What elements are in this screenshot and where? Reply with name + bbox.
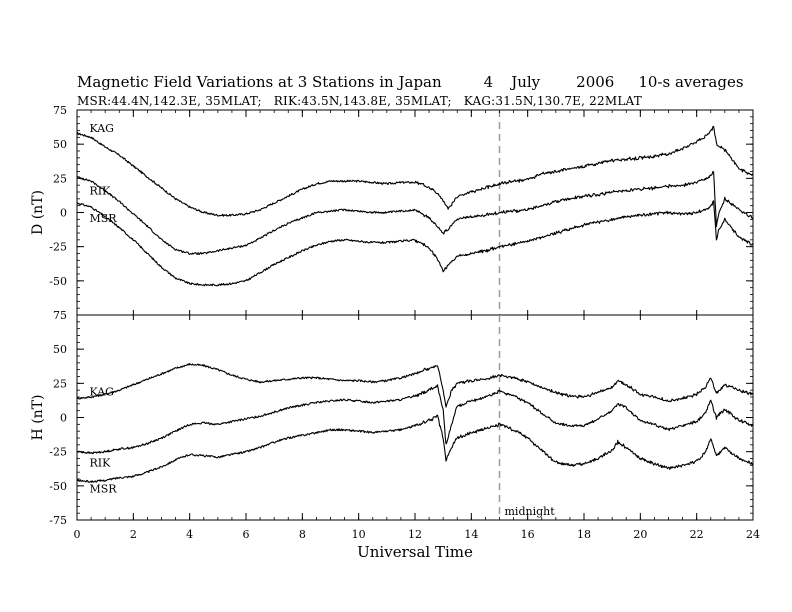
chart-title-line: Magnetic Field Variations at 3 Stations … [77,73,744,91]
y-tick-label: 0 [60,412,67,425]
x-tick-label: 6 [243,528,250,541]
x-tick-label: 24 [746,528,760,541]
x-tick-label: 12 [408,528,422,541]
series-label-kag: KAG [89,386,114,399]
x-tick-label: 10 [352,528,366,541]
chart-date-year: 2006 [576,73,615,91]
x-tick-label: 0 [74,528,81,541]
y-tick-label: 75 [53,104,67,117]
midnight-label: midnight [505,505,556,518]
x-tick-label: 16 [521,528,535,541]
panels-group: 75 50 25 0 -25 -50 D (nT) KAG RIK MSR 75 50 25 0 -25 -5… [30,104,754,527]
y-tick-label: -75 [49,514,67,527]
panel-frame [76,109,754,316]
series-label-rik: RIK [89,457,111,470]
x-tick-label: 4 [186,528,193,541]
y-axis-label: D (nT) [30,190,46,235]
series-label-msr: MSR [89,483,117,496]
y-tick-label: 25 [53,172,67,185]
series-line-rik [76,384,754,455]
x-tick-label: 14 [464,528,478,541]
chart-subtitle: MSR:44.4N,142.3E, 35MLAT; RIK:43.5N,143.… [77,94,642,108]
x-tick-label: 20 [633,528,647,541]
x-tick-label: 22 [690,528,704,541]
series-label-rik: RIK [89,185,111,198]
panel-frame [76,314,754,521]
x-tick-label: 2 [130,528,137,541]
chart-averaging: 10-s averages [638,73,744,91]
y-tick-label: 50 [53,138,67,151]
y-tick-label: 25 [53,377,67,390]
chart-date-month: July [511,73,541,91]
y-tick-label: -50 [49,275,67,288]
y-tick-label: -25 [49,241,67,254]
panel-d: 75 50 25 0 -25 -50 D (nT) KAG RIK MSR [30,104,754,316]
chart-title: Magnetic Field Variations at 3 Stations … [77,73,442,91]
series-label-msr: MSR [89,212,117,225]
chart-date-day: 4 [483,73,494,91]
x-axis-label: Universal Time [357,543,473,561]
y-tick-label: 50 [53,343,67,356]
series-line-kag [76,125,754,217]
y-tick-label: 75 [53,309,67,322]
x-tick-label: 18 [577,528,591,541]
x-tick-label: 8 [299,528,306,541]
series-label-kag: KAG [89,122,114,135]
series-line-msr [76,200,754,287]
y-axis-label: H (nT) [30,395,46,441]
y-tick-label: 0 [60,207,67,220]
series-line-msr [76,414,754,483]
series-line-kag [76,362,754,408]
y-tick-label: -50 [49,480,67,493]
panel-h: 75 50 25 0 -25 -50 -75 H (nT) KAG RIK MSR midnight [30,309,754,527]
y-tick-label: -25 [49,446,67,459]
series-line-rik [76,170,754,255]
